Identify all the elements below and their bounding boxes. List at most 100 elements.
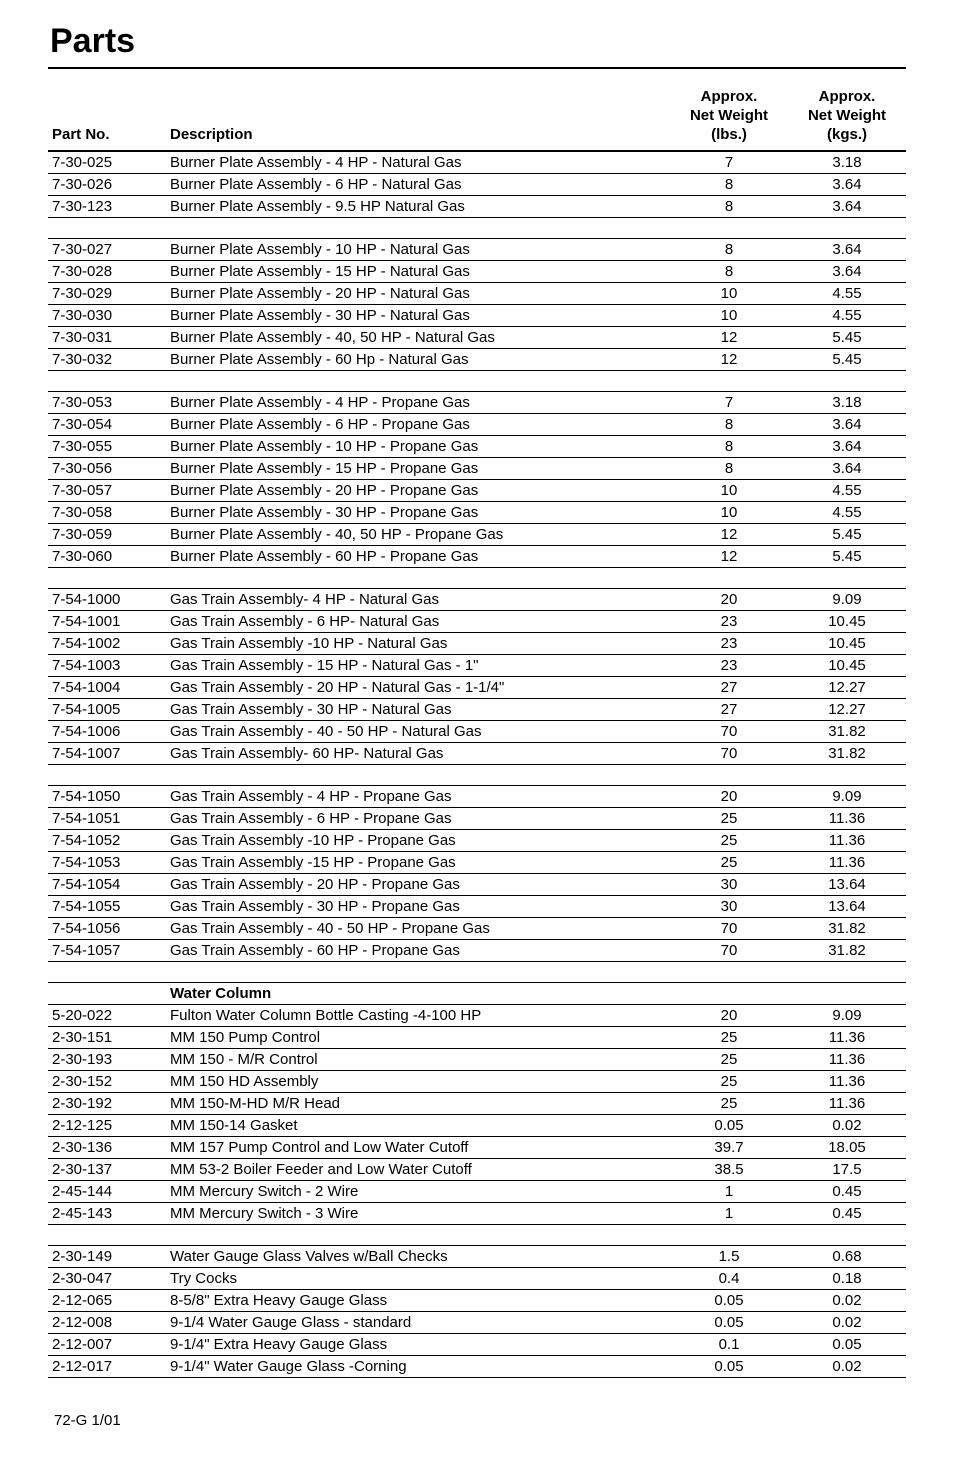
cell-part-no: 7-54-1002: [48, 633, 166, 655]
cell-lbs: 25: [670, 830, 788, 852]
spacer-row: [48, 218, 906, 239]
cell-description: 9-1/4 Water Gauge Glass - standard: [166, 1312, 670, 1334]
cell-part-no: 7-54-1056: [48, 918, 166, 940]
cell-part-no: 2-30-136: [48, 1137, 166, 1159]
cell-description: MM 53-2 Boiler Feeder and Low Water Cuto…: [166, 1159, 670, 1181]
cell-lbs: 12: [670, 349, 788, 371]
cell-description: MM 150-14 Gasket: [166, 1115, 670, 1137]
cell-kgs: 9.09: [788, 589, 906, 611]
table-row: 2-30-193MM 150 - M/R Control2511.36: [48, 1049, 906, 1071]
table-row: 2-30-149Water Gauge Glass Valves w/Ball …: [48, 1246, 906, 1268]
table-row: 7-30-056Burner Plate Assembly - 15 HP - …: [48, 458, 906, 480]
cell-lbs: 20: [670, 589, 788, 611]
table-row: 2-30-192MM 150-M-HD M/R Head2511.36: [48, 1093, 906, 1115]
cell-description: MM 150-M-HD M/R Head: [166, 1093, 670, 1115]
cell-kgs: 0.68: [788, 1246, 906, 1268]
cell-kgs: 3.64: [788, 239, 906, 261]
cell-kgs: 3.64: [788, 414, 906, 436]
cell-description: MM 150 - M/R Control: [166, 1049, 670, 1071]
table-row: 2-12-0179-1/4" Water Gauge Glass -Cornin…: [48, 1356, 906, 1378]
cell-part-no: 2-45-143: [48, 1203, 166, 1225]
table-row: 7-30-123Burner Plate Assembly - 9.5 HP N…: [48, 196, 906, 218]
cell-part-no: 2-30-151: [48, 1027, 166, 1049]
cell-description: Burner Plate Assembly - 9.5 HP Natural G…: [166, 196, 670, 218]
cell-lbs: 39.7: [670, 1137, 788, 1159]
cell-description: Gas Train Assembly - 20 HP - Natural Gas…: [166, 677, 670, 699]
cell-kgs: 3.64: [788, 458, 906, 480]
cell-lbs: 10: [670, 502, 788, 524]
cell-part-no: 7-54-1057: [48, 940, 166, 962]
cell-part-no: 2-30-152: [48, 1071, 166, 1093]
footer-text: 72-G 1/01: [48, 1412, 906, 1429]
cell-part-no: 7-30-053: [48, 392, 166, 414]
cell-part-no: 7-54-1001: [48, 611, 166, 633]
cell-description: Burner Plate Assembly - 15 HP - Propane …: [166, 458, 670, 480]
cell-kgs: 3.18: [788, 392, 906, 414]
cell-part-no: 7-54-1052: [48, 830, 166, 852]
cell-lbs: 30: [670, 896, 788, 918]
table-row: 7-54-1055Gas Train Assembly - 30 HP - Pr…: [48, 896, 906, 918]
table-row: 7-30-027Burner Plate Assembly - 10 HP - …: [48, 239, 906, 261]
table-row: 7-54-1056Gas Train Assembly - 40 - 50 HP…: [48, 918, 906, 940]
cell-description: Gas Train Assembly - 4 HP - Propane Gas: [166, 786, 670, 808]
cell-lbs: 20: [670, 1005, 788, 1027]
col-kgs-l2: Net Weight: [808, 107, 886, 124]
cell-part-no: 7-30-032: [48, 349, 166, 371]
col-lbs-l3: (lbs.): [711, 126, 747, 143]
table-row: 7-54-1057Gas Train Assembly - 60 HP - Pr…: [48, 940, 906, 962]
cell-description: Gas Train Assembly -10 HP - Natural Gas: [166, 633, 670, 655]
cell-kgs: 0.02: [788, 1290, 906, 1312]
cell-kgs: 3.64: [788, 196, 906, 218]
col-lbs: Approx. Net Weight (lbs.): [670, 83, 788, 151]
cell-description: Gas Train Assembly - 30 HP - Natural Gas: [166, 699, 670, 721]
cell-kgs: 12.27: [788, 699, 906, 721]
cell-part-no: 7-30-060: [48, 546, 166, 568]
cell-kgs: 11.36: [788, 830, 906, 852]
title-rule: [48, 67, 906, 69]
cell-part-no: 2-30-137: [48, 1159, 166, 1181]
cell-kgs: 3.64: [788, 436, 906, 458]
cell-part-no: 7-30-123: [48, 196, 166, 218]
cell-description: Gas Train Assembly - 15 HP - Natural Gas…: [166, 655, 670, 677]
cell-description: Burner Plate Assembly - 40, 50 HP - Prop…: [166, 524, 670, 546]
cell-kgs: 10.45: [788, 611, 906, 633]
cell-lbs: 25: [670, 1071, 788, 1093]
cell-kgs: 13.64: [788, 896, 906, 918]
cell-description: Gas Train Assembly -15 HP - Propane Gas: [166, 852, 670, 874]
cell-kgs: 5.45: [788, 327, 906, 349]
table-row: 2-30-047Try Cocks0.40.18: [48, 1268, 906, 1290]
table-row: 7-30-026Burner Plate Assembly - 6 HP - N…: [48, 174, 906, 196]
cell-part-no: 7-30-025: [48, 151, 166, 174]
col-kgs: Approx. Net Weight (kgs.): [788, 83, 906, 151]
cell-part-no: 7-54-1003: [48, 655, 166, 677]
cell-lbs: 7: [670, 151, 788, 174]
cell-kgs: 9.09: [788, 1005, 906, 1027]
cell-lbs: 10: [670, 305, 788, 327]
cell-description: Fulton Water Column Bottle Casting -4-10…: [166, 1005, 670, 1027]
cell-part-no: 7-54-1050: [48, 786, 166, 808]
table-row: 7-54-1003Gas Train Assembly - 15 HP - Na…: [48, 655, 906, 677]
cell-description: Gas Train Assembly - 40 - 50 HP - Natura…: [166, 721, 670, 743]
table-row: 7-30-030Burner Plate Assembly - 30 HP - …: [48, 305, 906, 327]
table-row: 7-30-054Burner Plate Assembly - 6 HP - P…: [48, 414, 906, 436]
table-row: 2-30-136MM 157 Pump Control and Low Wate…: [48, 1137, 906, 1159]
cell-kgs: 13.64: [788, 874, 906, 896]
cell-kgs: 4.55: [788, 305, 906, 327]
cell-kgs: 3.18: [788, 151, 906, 174]
cell-kgs: 0.45: [788, 1181, 906, 1203]
cell-kgs: 0.18: [788, 1268, 906, 1290]
cell-part-no: 7-30-057: [48, 480, 166, 502]
cell-part-no: 2-12-065: [48, 1290, 166, 1312]
table-row: 7-54-1007Gas Train Assembly- 60 HP- Natu…: [48, 743, 906, 765]
section-kgs-cell: [788, 983, 906, 1005]
table-row: 7-30-058Burner Plate Assembly - 30 HP - …: [48, 502, 906, 524]
cell-part-no: 2-30-193: [48, 1049, 166, 1071]
cell-part-no: 7-54-1000: [48, 589, 166, 611]
cell-kgs: 11.36: [788, 1071, 906, 1093]
cell-lbs: 70: [670, 940, 788, 962]
table-row: 7-54-1004Gas Train Assembly - 20 HP - Na…: [48, 677, 906, 699]
cell-lbs: 38.5: [670, 1159, 788, 1181]
cell-kgs: 5.45: [788, 349, 906, 371]
cell-part-no: 2-12-125: [48, 1115, 166, 1137]
cell-description: Burner Plate Assembly - 60 HP - Propane …: [166, 546, 670, 568]
